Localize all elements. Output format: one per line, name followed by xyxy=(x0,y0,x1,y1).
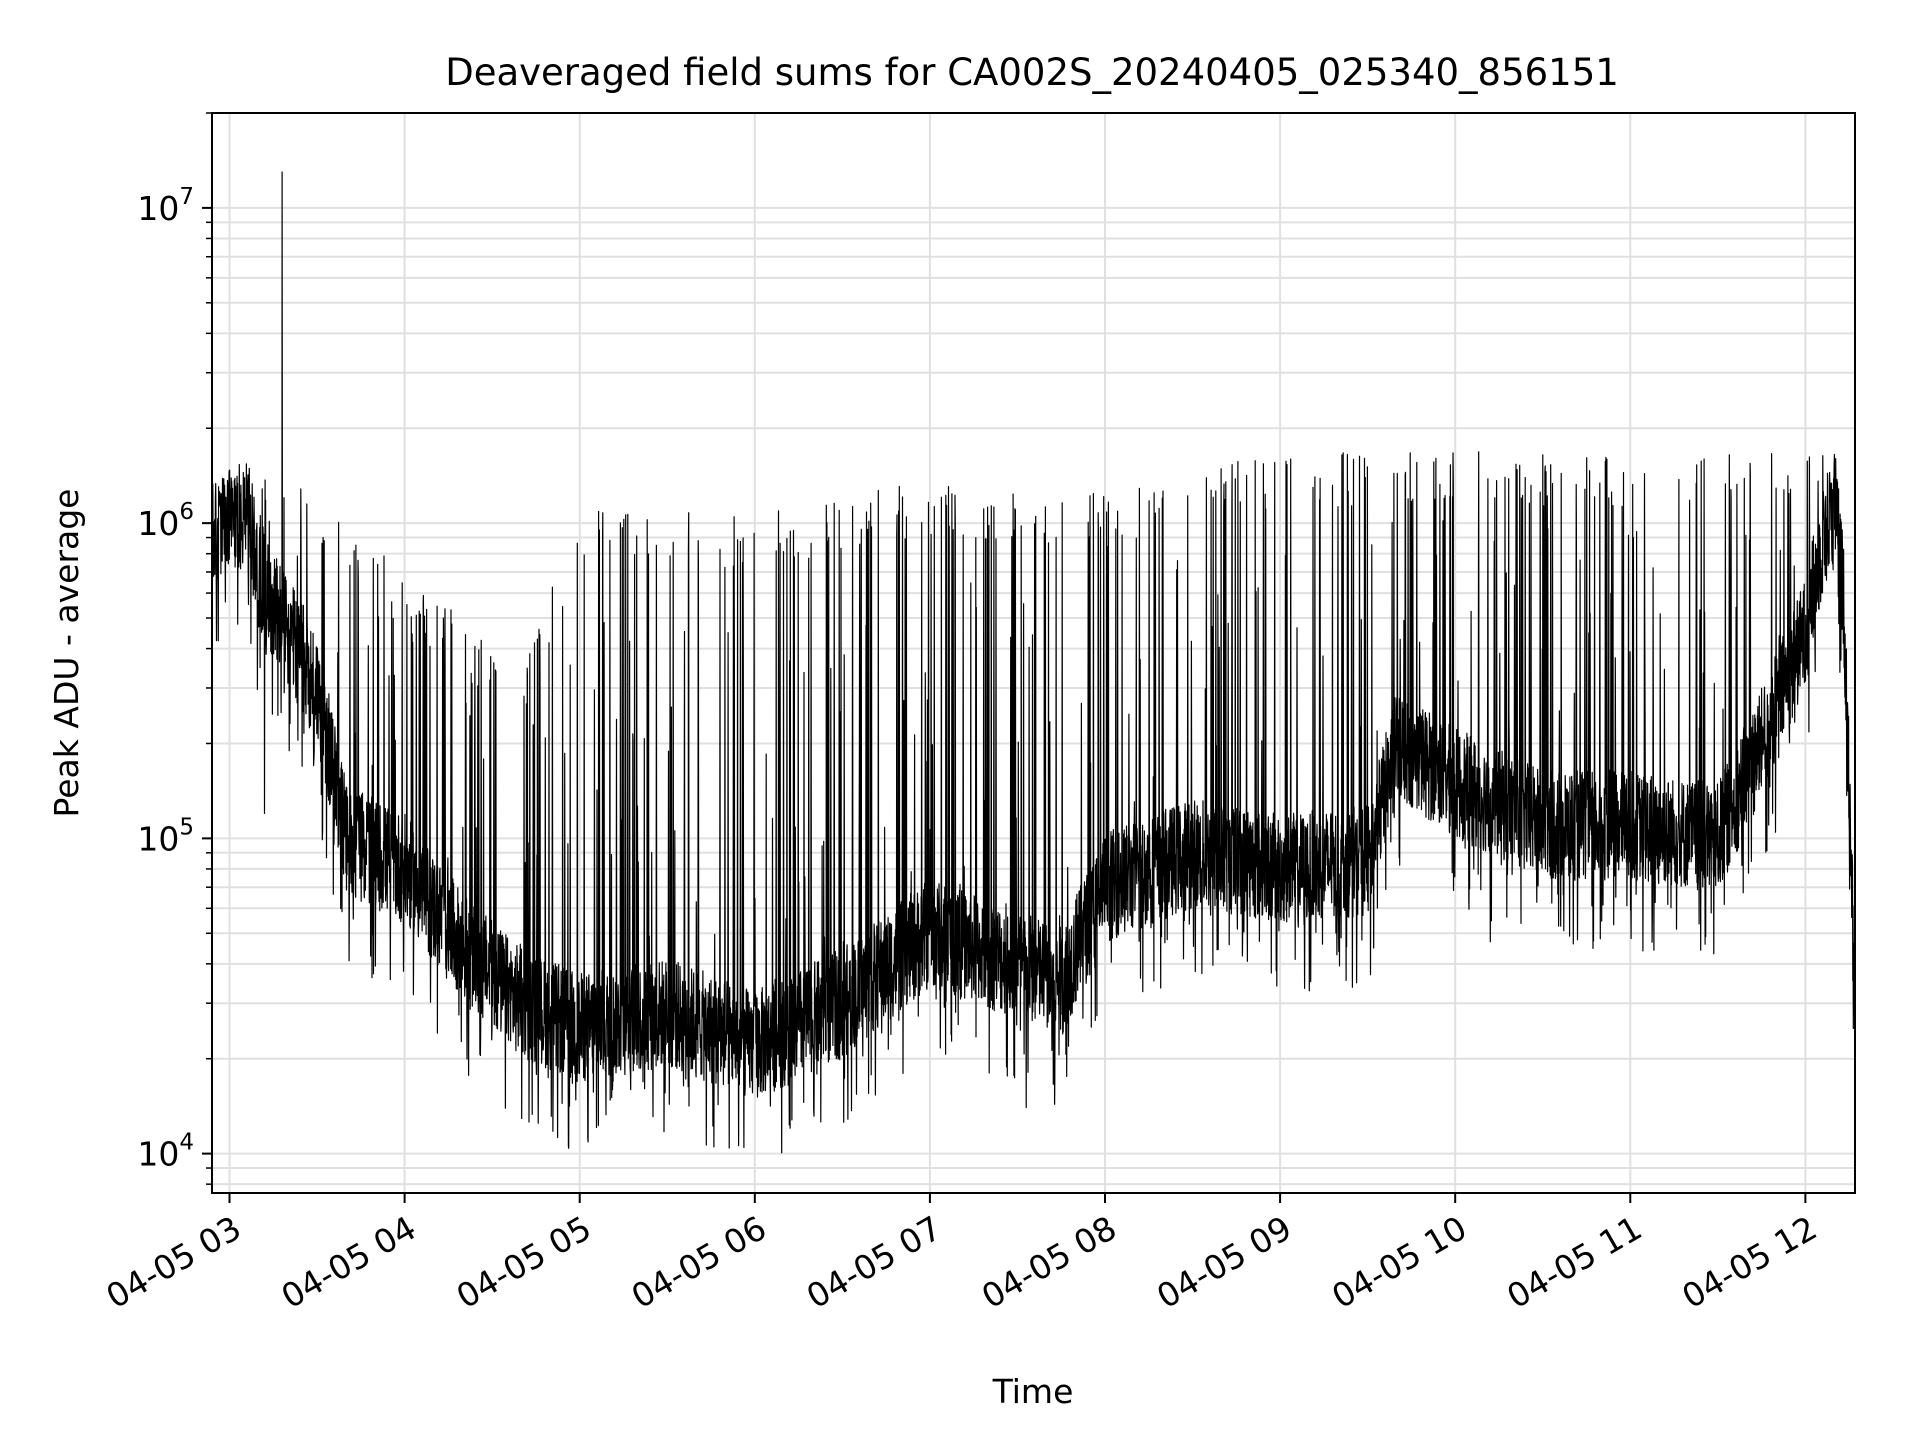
x-axis-label: Time xyxy=(992,1372,1074,1411)
y-tick-label: 104 xyxy=(137,1130,194,1174)
y-tick-label: 106 xyxy=(137,499,194,543)
series-line xyxy=(211,171,1856,1154)
grid xyxy=(212,112,1855,1193)
y-tick-label: 107 xyxy=(137,184,194,228)
y-axis-label: Peak ADU - average xyxy=(47,489,86,818)
data-layer xyxy=(211,171,1856,1154)
chart-title: Deaveraged field sums for CA002S_2024040… xyxy=(445,51,1619,94)
plot-frame xyxy=(211,112,1856,1194)
y-tick-label: 105 xyxy=(137,814,194,858)
y-axis: 104 105 106 107 xyxy=(137,112,212,1185)
